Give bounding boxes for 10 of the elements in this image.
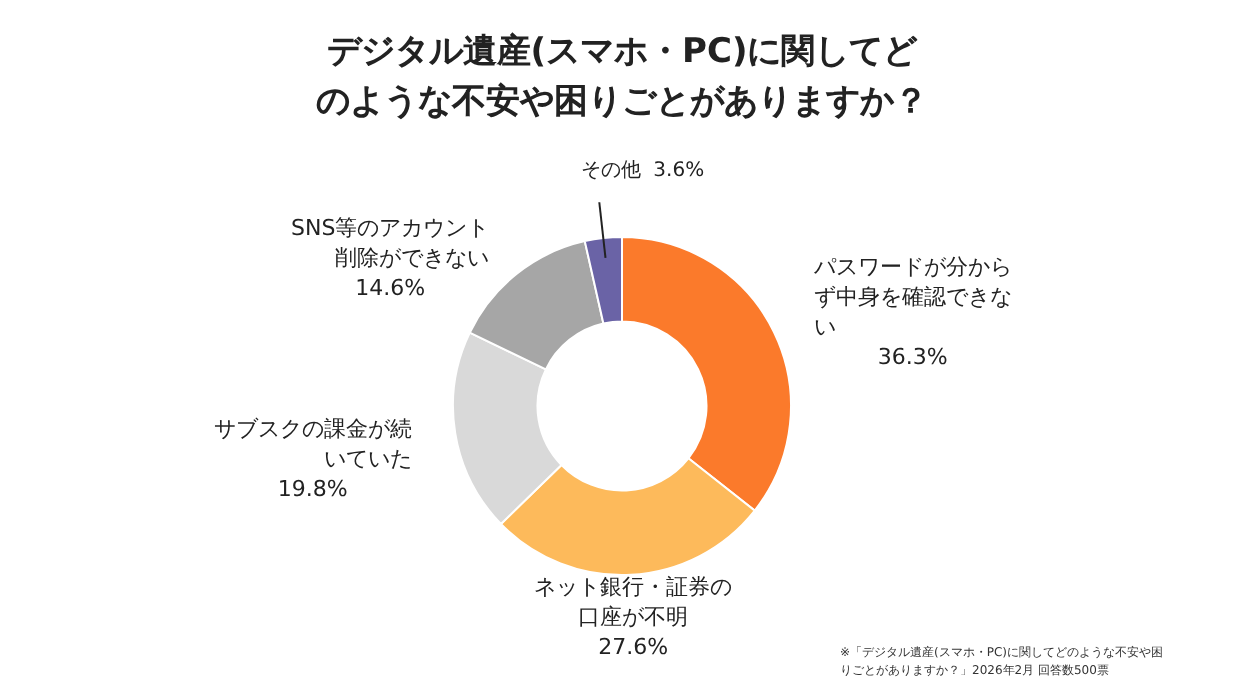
data-label: 14.6% bbox=[355, 275, 426, 302]
slice-label: パスワードが分からず中身を確認できない bbox=[811, 253, 1012, 340]
slice-label: その他 3.6% bbox=[580, 157, 705, 182]
data-label: 19.8% bbox=[277, 476, 348, 503]
chart-title: デジタル遺産(スマホ・PC)に関してどのような不安や困りごとがありますか？ bbox=[316, 32, 928, 122]
data-label: 36.3% bbox=[877, 343, 948, 370]
slice-label: サブスクの課金が続いていた bbox=[213, 416, 412, 473]
slice-label: ネット銀行・証券の口座が不明 bbox=[534, 574, 733, 631]
data-label: 27.6% bbox=[598, 634, 669, 661]
slice-label: SNS等のアカウント削除ができない bbox=[290, 215, 490, 272]
